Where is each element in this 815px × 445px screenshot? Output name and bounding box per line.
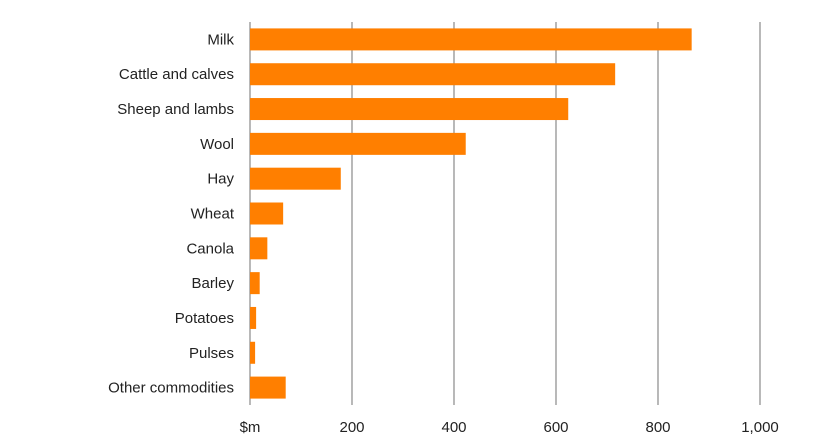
category-labels: Milk Cattle and calves Sheep and lambs Wool… [108,31,235,396]
x-tick-label-1: 200 [339,419,364,436]
category-label-wheat: Wheat [191,206,235,223]
category-label-hay: Hay [207,171,234,188]
bar-sheep-and-lambs [250,98,569,121]
x-tick-label-5: 1,000 [741,419,779,436]
category-label-barley: Barley [191,275,234,292]
bar-barley [250,272,260,295]
bar-cattle-and-calves [250,63,616,86]
category-label-other-commodities: Other commodities [108,380,234,397]
bar-wheat [250,202,284,225]
x-tick-label-2: 400 [441,419,466,436]
category-label-canola: Canola [186,240,234,257]
x-tick-label-3: 600 [543,419,568,436]
x-tick-labels: $m 200 400 600 800 1,000 [240,419,779,436]
bar-milk [250,28,692,51]
bar-pulses [250,341,256,364]
bar-canola [250,237,268,260]
category-label-milk: Milk [207,31,234,48]
x-tick-label-0: $m [240,419,261,436]
category-label-sheep-and-lambs: Sheep and lambs [117,101,234,118]
bar-potatoes [250,306,257,329]
bar-hay [250,167,341,190]
category-label-potatoes: Potatoes [175,310,234,327]
x-tick-label-4: 800 [645,419,670,436]
bar-wool [250,132,466,155]
bars [250,28,692,399]
category-label-wool: Wool [200,136,234,153]
category-label-cattle-and-calves: Cattle and calves [119,66,234,83]
bar-other-commodities [250,376,286,399]
category-label-pulses: Pulses [189,345,234,362]
gridlines [249,22,761,405]
